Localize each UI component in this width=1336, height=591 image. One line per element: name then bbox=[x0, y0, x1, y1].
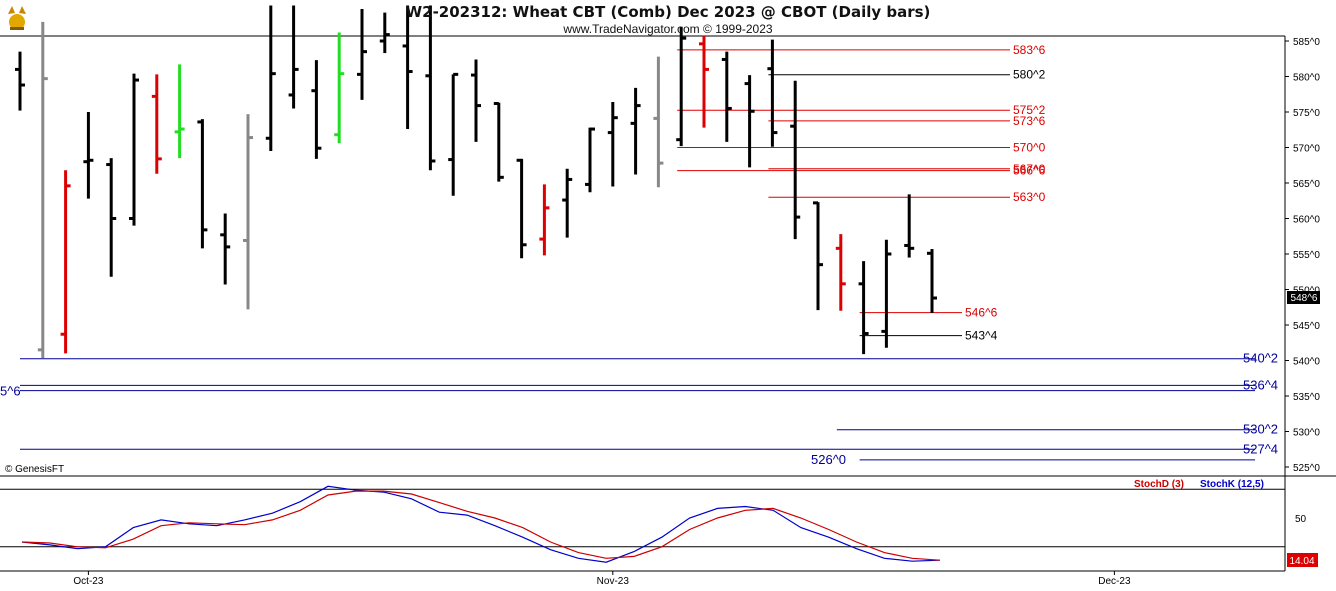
price-bar bbox=[243, 114, 253, 310]
level-label: 567^0 bbox=[1013, 162, 1046, 176]
stoch-series-line bbox=[21, 490, 941, 561]
price-bar bbox=[471, 59, 481, 142]
price-bar bbox=[402, 5, 413, 130]
price-bar bbox=[220, 213, 231, 285]
price-bar bbox=[357, 9, 367, 100]
level-label: 575^2 bbox=[1013, 103, 1046, 117]
stoch-tick-label: 50 bbox=[1295, 514, 1307, 525]
price-bar bbox=[630, 87, 641, 175]
level-label: 5^6 bbox=[0, 384, 21, 399]
level-label: 540^2 bbox=[1243, 351, 1278, 366]
price-bar bbox=[197, 119, 208, 249]
price-bar bbox=[265, 5, 276, 152]
level-label: 527^4 bbox=[1243, 441, 1278, 456]
price-tick-label: 545^0 bbox=[1293, 321, 1320, 332]
price-tick-label: 555^0 bbox=[1293, 250, 1320, 261]
chart-title: W2-202312: Wheat CBT (Comb) Dec 2023 @ C… bbox=[405, 3, 931, 21]
stoch-axis-ticks: 50 bbox=[1295, 514, 1307, 525]
price-bar bbox=[174, 64, 185, 159]
date-tick-label: Nov-23 bbox=[597, 576, 630, 587]
date-tick-label: Dec-23 bbox=[1098, 576, 1131, 587]
price-bar bbox=[288, 5, 299, 109]
price-bars bbox=[15, 5, 937, 359]
stoch-legend: StochD (3) StochK (12,5) bbox=[1134, 479, 1264, 490]
level-label: 570^0 bbox=[1013, 141, 1046, 155]
price-bar bbox=[699, 35, 709, 128]
price-bar bbox=[60, 170, 71, 354]
price-bar bbox=[721, 51, 732, 142]
level-label: 526^0 bbox=[811, 452, 846, 467]
last-price-label: 548^6 bbox=[1291, 293, 1318, 304]
last-price-box bbox=[1287, 291, 1320, 304]
price-panel: 525^0530^0535^0540^0545^0550^0555^0560^0… bbox=[0, 5, 1320, 476]
level-label: 563^0 bbox=[1013, 190, 1046, 204]
level-label: 536^4 bbox=[1243, 377, 1278, 392]
price-tick-label: 540^0 bbox=[1293, 357, 1320, 368]
price-axis-ticks: 525^0530^0535^0540^0545^0550^0555^0560^0… bbox=[1285, 37, 1320, 474]
price-bar bbox=[835, 234, 846, 311]
price-bar bbox=[813, 201, 823, 311]
price-bar bbox=[585, 127, 595, 193]
level-label: 583^6 bbox=[1013, 43, 1046, 57]
price-bar bbox=[151, 74, 162, 174]
price-bar bbox=[37, 21, 48, 359]
price-bar bbox=[562, 168, 573, 238]
price-bar bbox=[493, 101, 504, 182]
price-bar bbox=[904, 194, 915, 258]
level-label: 566^6 bbox=[1013, 164, 1046, 178]
stochastic-panel: 50 StochD (3) StochK (12,5) 14.04 bbox=[0, 475, 1336, 572]
price-tick-label: 560^0 bbox=[1293, 215, 1320, 226]
price-bar bbox=[311, 60, 322, 159]
price-bar bbox=[927, 249, 937, 313]
price-tick-label: 570^0 bbox=[1293, 144, 1320, 155]
price-bar bbox=[516, 158, 527, 259]
price-bar bbox=[106, 158, 117, 277]
date-axis: Oct-23 Nov-23 Dec-23 bbox=[73, 571, 1131, 587]
price-bar bbox=[334, 32, 345, 144]
date-tick-label: Oct-23 bbox=[73, 576, 103, 587]
level-label: 573^6 bbox=[1013, 114, 1046, 128]
price-bar bbox=[653, 56, 664, 188]
bull-and-bear-logo-icon bbox=[2, 2, 32, 37]
price-tick-label: 530^0 bbox=[1293, 428, 1320, 439]
stoch-lines bbox=[21, 485, 941, 563]
price-tick-label: 535^0 bbox=[1293, 392, 1320, 403]
price-bar bbox=[448, 72, 459, 196]
level-label: 580^2 bbox=[1013, 68, 1046, 82]
credit-text: © GenesisFT bbox=[5, 464, 64, 475]
last-price-marker: 548^6 bbox=[1287, 291, 1320, 304]
price-bar bbox=[379, 12, 390, 54]
price-bar bbox=[881, 239, 892, 348]
price-bar bbox=[539, 184, 550, 256]
price-bar bbox=[83, 112, 94, 199]
level-label: 546^6 bbox=[965, 306, 998, 320]
price-bar bbox=[129, 73, 139, 226]
stoch-last-box bbox=[1287, 553, 1318, 567]
price-tick-label: 580^0 bbox=[1293, 73, 1320, 84]
price-tick-label: 575^0 bbox=[1293, 108, 1320, 119]
price-bar bbox=[425, 5, 436, 171]
stoch-reference-lines bbox=[0, 488, 1285, 548]
price-bar bbox=[790, 80, 801, 240]
price-bar bbox=[15, 51, 25, 111]
stoch-last-label: 14.04 bbox=[1289, 556, 1314, 567]
chart-subtitle: www.TradeNavigator.com © 1999-2023 bbox=[563, 22, 773, 36]
price-bar bbox=[767, 39, 778, 147]
price-bar bbox=[744, 75, 755, 168]
legend-stochd: StochD (3) bbox=[1134, 479, 1184, 490]
price-bar bbox=[676, 26, 687, 147]
level-label: 543^4 bbox=[965, 329, 998, 343]
stoch-series-line bbox=[21, 485, 941, 563]
stoch-last-value: 14.04 bbox=[1287, 553, 1318, 567]
level-label: 530^2 bbox=[1243, 422, 1278, 437]
legend-stochk: StochK (12,5) bbox=[1200, 479, 1264, 490]
price-tick-label: 585^0 bbox=[1293, 37, 1320, 48]
price-bar bbox=[607, 102, 618, 187]
price-tick-label: 525^0 bbox=[1293, 463, 1320, 474]
price-bar bbox=[858, 261, 869, 355]
price-tick-label: 565^0 bbox=[1293, 179, 1320, 190]
